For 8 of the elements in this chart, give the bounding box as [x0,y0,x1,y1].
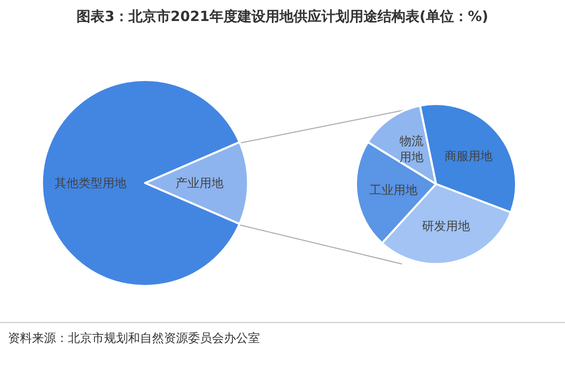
slice-label: 产业用地 [176,176,224,190]
slice-label: 研发用地 [422,218,470,233]
slice-label: 物流用地 [399,134,424,164]
slice-label: 工业用地 [369,182,418,197]
slice-label: 其他类型用地 [54,176,126,190]
text: 资料来源：北京市规划和自然资源委员会办公室 [8,330,260,347]
slice-label: 商服用地 [444,149,493,164]
text: 图表3：北京市2021年度建设用地供应计划用途结构表(单位：%) [76,8,490,26]
